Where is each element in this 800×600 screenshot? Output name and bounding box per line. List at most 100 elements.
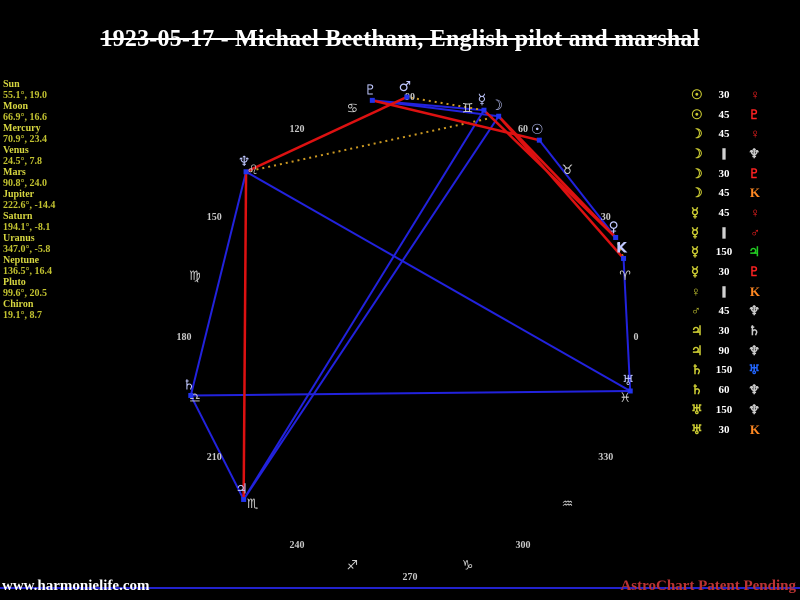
planet-name-mercury: Mercury — [3, 123, 41, 134]
planet-name-neptune: Neptune — [3, 255, 40, 266]
planet-marker-sun — [536, 137, 542, 143]
planet-glyph-mars-icon: ♂ — [399, 79, 412, 95]
aspect-row-venus-chiron: ♀ ∥ K — [691, 282, 796, 302]
aspect-angle: 30 — [718, 266, 730, 279]
planet-glyph-mercury-icon: ☿ — [478, 92, 487, 108]
aspect-angle: 60 — [718, 384, 730, 397]
mercury-glyph-icon: ☿ — [691, 264, 699, 280]
planet-name-pluto: Pluto — [3, 277, 26, 288]
mars-glyph-icon: ♂ — [750, 224, 760, 240]
saturn-glyph-icon: ♄ — [748, 323, 760, 339]
planet-name-jupiter: Jupiter — [3, 189, 35, 200]
aspect-angle: 150 — [715, 403, 733, 416]
degree-tick-30: 30 — [601, 212, 611, 223]
mercury-glyph-icon: ☿ — [691, 204, 699, 220]
uranus-glyph-icon: ♅ — [691, 421, 703, 437]
planet-glyph-chiron-icon: K — [616, 240, 628, 256]
zodiac-glyph-virgo-icon: ♍ — [189, 269, 201, 284]
aspect-line-sun-venus — [538, 139, 617, 239]
planet-glyph-pluto-icon: ♇ — [364, 82, 377, 98]
planet-glyph-saturn-icon: ♄ — [183, 377, 196, 393]
planet-position-mars: 90.8°, 24.0 — [3, 178, 47, 189]
planet-glyph-uranus-icon: ♅ — [622, 373, 635, 389]
aspect-row-saturn-neptune: ♄ 60 ♆ — [691, 380, 796, 400]
degree-tick-330: 330 — [598, 452, 613, 463]
aspect-list: ☉ 30 ♀ ☉ 45 ♇ ☽ 45 ♀ ☽ ∥ ♆ ☽ 30 ♇ ☽ 45 K ☿ 45 ♀ ☿ ∥ ♂ ☿ 150 ♃ ☿ 30 ♇ ♀… — [691, 85, 796, 439]
degree-tick-120: 120 — [290, 124, 305, 135]
aspect-line-venus-chiron — [614, 237, 625, 259]
jupiter-glyph-icon: ♃ — [748, 244, 760, 260]
planet-position-jupiter: 222.6°, -14.4 — [3, 200, 56, 211]
planet-position-uranus: 347.0°, -5.8 — [3, 244, 51, 255]
moon-glyph-icon: ☽ — [691, 145, 703, 161]
aspect-angle: 150 — [715, 246, 733, 259]
planet-marker-pluto — [369, 97, 375, 103]
planet-position-sun: 55.1°, 19.0 — [3, 90, 47, 101]
planet-name-sun: Sun — [3, 79, 20, 90]
sun-glyph-icon: ☉ — [691, 106, 703, 122]
aspect-row-sun-venus: ☉ 30 ♀ — [691, 85, 796, 105]
aspect-line-mercury-mars — [406, 96, 485, 112]
chiron-glyph-icon: K — [749, 421, 760, 437]
aspect-angle: ∥ — [721, 286, 727, 299]
aspect-line-moon-jupiter — [242, 115, 500, 501]
planet-readout-list: Sun 55.1°, 19.0 Moon 66.9°, 16.6 Mercury 70.9… — [3, 79, 113, 321]
planet-marker-mars — [404, 94, 410, 100]
saturn-glyph-icon: ♄ — [691, 362, 703, 378]
aspect-angle: 90 — [718, 344, 730, 357]
planet-name-moon: Moon — [3, 101, 28, 112]
patent-notice: AstroChart Patent Pending — [620, 578, 796, 594]
aspect-row-moon-neptune: ☽ ∥ ♆ — [691, 144, 796, 164]
aspect-angle: 45 — [718, 128, 730, 141]
zodiac-glyph-scorpio-icon: ♏ — [247, 497, 259, 512]
aspect-line-moon-neptune — [245, 115, 499, 173]
neptune-glyph-icon: ♆ — [748, 342, 760, 358]
zodiac-glyph-pisces-icon: ♓ — [619, 391, 631, 406]
aspect-row-mercury-venus: ☿ 45 ♀ — [691, 203, 796, 223]
zodiac-glyph-leo-icon: ♌ — [247, 163, 259, 178]
planet-position-neptune: 136.5°, 16.4 — [3, 266, 52, 277]
aspect-row-mercury-pluto: ☿ 30 ♇ — [691, 262, 796, 282]
aspect-angle: ∥ — [721, 227, 727, 240]
zodiac-glyph-aries-icon: ♈ — [619, 269, 631, 284]
degree-tick-0: 0 — [634, 332, 639, 343]
planet-name-mars: Mars — [3, 167, 26, 178]
planet-position-pluto: 99.6°, 20.5 — [3, 288, 47, 299]
moon-glyph-icon: ☽ — [691, 165, 703, 181]
venus-glyph-icon: ♀ — [691, 283, 701, 299]
mercury-glyph-icon: ☿ — [691, 244, 699, 260]
aspect-row-sun-pluto: ☉ 45 ♇ — [691, 105, 796, 125]
planet-glyph-venus-icon: ♀ — [609, 219, 619, 235]
aspect-angle: 45 — [718, 187, 730, 200]
aspect-line-uranus-chiron — [622, 258, 632, 392]
aspect-angle: 45 — [718, 305, 730, 318]
planet-marker-jupiter — [241, 496, 247, 502]
planet-position-mercury: 70.9°, 23.4 — [3, 134, 47, 145]
planet-marker-uranus — [627, 388, 633, 394]
aspect-angle: 45 — [718, 206, 730, 219]
sun-glyph-icon: ☉ — [691, 86, 703, 102]
aspect-line-mercury-jupiter — [242, 109, 485, 500]
planet-glyph-moon-icon: ☽ — [490, 98, 503, 114]
aspect-line-saturn-uranus — [190, 389, 631, 397]
degree-tick-60: 60 — [518, 124, 528, 135]
aspect-line-saturn-neptune — [189, 171, 248, 396]
degree-tick-150: 150 — [207, 212, 222, 223]
aspect-angle: 150 — [715, 364, 733, 377]
chiron-glyph-icon: K — [749, 283, 760, 299]
pluto-glyph-icon: ♇ — [748, 264, 760, 280]
zodiac-glyph-sagittarius-icon: ♐ — [347, 558, 359, 573]
planet-glyph-sun-icon: ☉ — [531, 122, 544, 138]
mercury-glyph-icon: ☿ — [691, 224, 699, 240]
degree-tick-300: 300 — [516, 540, 531, 551]
planet-glyph-neptune-icon: ♆ — [238, 154, 251, 170]
jupiter-glyph-icon: ♃ — [691, 342, 703, 358]
planet-glyph-jupiter-icon: ♃ — [235, 481, 248, 497]
zodiac-glyph-libra-icon: ♎ — [189, 391, 201, 406]
aspect-line-jupiter-neptune — [242, 171, 248, 500]
degree-tick-270: 270 — [403, 572, 418, 583]
moon-glyph-icon: ☽ — [691, 126, 703, 142]
venus-glyph-icon: ♀ — [750, 126, 760, 142]
site-link[interactable]: www.harmonielife.com — [2, 578, 150, 594]
aspect-line-mars-neptune — [245, 95, 408, 173]
